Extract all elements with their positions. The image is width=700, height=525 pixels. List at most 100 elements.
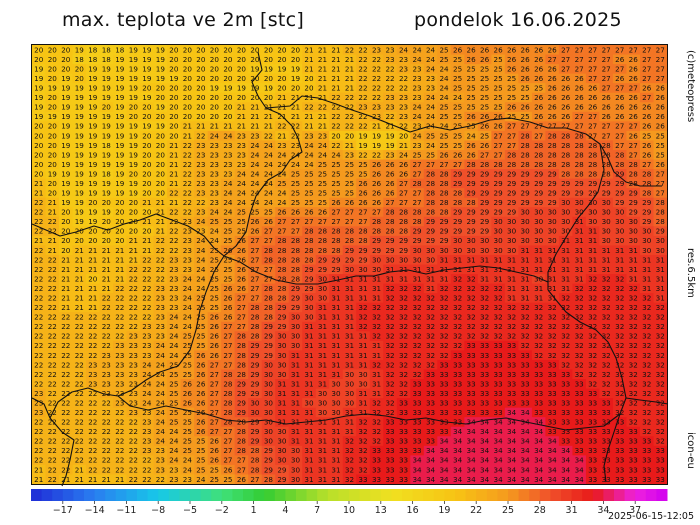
colorbar-segment (200, 489, 212, 501)
temperature-value: 31 (534, 265, 543, 274)
temperature-value: 30 (642, 236, 652, 245)
colorbar-label: −2 (214, 505, 229, 516)
temperature-cell (383, 140, 398, 151)
temperature-cell (207, 169, 222, 180)
temperature-cell (383, 102, 398, 113)
temperature-value: 32 (372, 303, 381, 312)
temperature-cell (437, 169, 452, 180)
temperature-value: 24 (210, 208, 220, 217)
temperature-value: 29 (615, 198, 625, 207)
temperature-value: 20 (210, 45, 220, 54)
temperature-cell (599, 92, 614, 103)
temperature-cell (126, 73, 141, 84)
temperature-value: 26 (629, 131, 639, 140)
temperature-value: 26 (561, 74, 571, 83)
temperature-value: 21 (75, 246, 84, 255)
temperature-value: 31 (534, 246, 543, 255)
temperature-cell (86, 64, 101, 75)
temperature-value: 20 (115, 208, 125, 217)
temperature-value: 20 (183, 84, 193, 93)
temperature-cell (599, 121, 614, 132)
temperature-value: 33 (399, 437, 408, 446)
temperature-cell (180, 159, 195, 170)
temperature-cell (545, 159, 560, 170)
temperature-value: 24 (277, 150, 287, 159)
temperature-value: 25 (183, 370, 192, 379)
temperature-cell (248, 321, 263, 332)
temperature-value: 24 (237, 189, 247, 198)
temperature-cell (653, 45, 668, 56)
temperature-value: 23 (385, 103, 394, 112)
temperature-value: 29 (237, 379, 247, 388)
temperature-cell (140, 321, 155, 332)
temperature-value: 32 (358, 465, 367, 474)
temperature-value: 24 (412, 103, 422, 112)
temperature-cell (113, 140, 128, 151)
temperature-cell (288, 293, 303, 304)
temperature-value: 33 (399, 427, 408, 436)
temperature-value: 27 (575, 122, 584, 131)
temperature-cell (315, 264, 330, 275)
temperature-value: 32 (575, 370, 584, 379)
temperature-value: 29 (331, 265, 341, 274)
temperature-value: 33 (412, 398, 421, 407)
temperature-value: 30 (534, 208, 544, 217)
colorbar-segment (645, 489, 657, 501)
temperature-value: 23 (156, 456, 165, 465)
temperature-cell (153, 111, 168, 122)
temperature-cell (180, 264, 195, 275)
temperature-cell (342, 293, 357, 304)
temperature-value: 31 (372, 341, 381, 350)
temperature-value: 26 (548, 93, 558, 102)
temperature-cell (450, 140, 465, 151)
temperature-value: 30 (548, 236, 558, 245)
temperature-cell (558, 264, 574, 275)
temperature-value: 32 (602, 389, 611, 398)
temperature-value: 27 (223, 427, 232, 436)
temperature-cell (207, 140, 222, 151)
temperature-cell (32, 159, 47, 170)
temperature-value: 27 (250, 255, 259, 264)
temperature-cell (113, 121, 128, 132)
temperature-cell (572, 140, 587, 151)
temperature-value: 20 (169, 45, 179, 54)
temperature-cell (356, 102, 371, 113)
temperature-cell (531, 178, 546, 189)
temperature-cell (207, 226, 222, 237)
temperature-cell (288, 207, 303, 218)
temperature-cell (464, 264, 479, 275)
temperature-value: 22 (34, 265, 43, 274)
temperature-cell (572, 264, 587, 275)
temperature-value: 33 (521, 370, 530, 379)
temperature-cell (410, 140, 425, 151)
temperature-value: 32 (575, 351, 584, 360)
temperature-value: 34 (507, 408, 517, 417)
temperature-value: 31 (358, 389, 367, 398)
temperature-cell (207, 178, 222, 189)
temperature-value: 27 (575, 45, 584, 54)
temperature-value: 30 (439, 246, 449, 255)
temperature-value: 31 (291, 379, 300, 388)
temperature-cell (315, 178, 330, 189)
temperature-value: 21 (75, 303, 84, 312)
temperature-value: 26 (291, 208, 301, 217)
temperature-cell (234, 159, 249, 170)
temperature-value: 22 (48, 303, 57, 312)
temperature-value: 32 (412, 332, 421, 341)
temperature-value: 22 (34, 255, 43, 264)
temperature-value: 32 (453, 313, 462, 322)
temperature-value: 32 (588, 332, 597, 341)
temperature-value: 19 (115, 131, 125, 140)
temperature-cell (653, 254, 668, 266)
temperature-value: 31 (548, 246, 557, 255)
temperature-value: 33 (399, 465, 408, 474)
temperature-value: 33 (588, 418, 597, 427)
temperature-value: 33 (507, 360, 516, 369)
temperature-value: 25 (183, 360, 192, 369)
temperature-value: 22 (115, 313, 124, 322)
temperature-value: 18 (102, 55, 112, 64)
temperature-value: 20 (129, 103, 139, 112)
temperature-value: 34 (534, 437, 544, 446)
temperature-value: 27 (534, 131, 543, 140)
temperature-cell (396, 140, 411, 151)
